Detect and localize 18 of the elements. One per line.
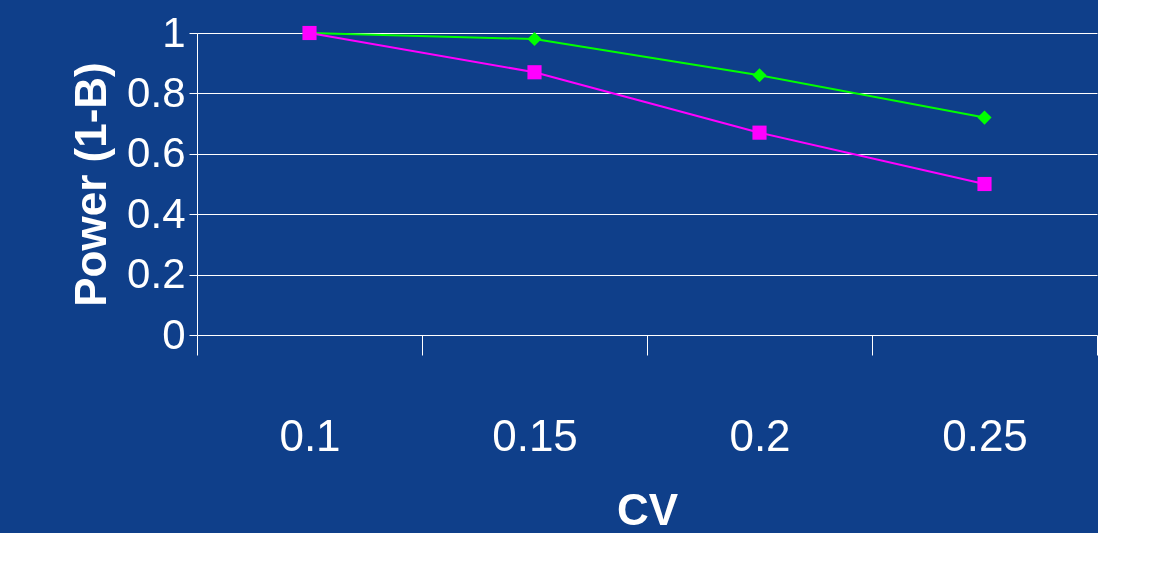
- y-tick-label: 0: [162, 310, 186, 358]
- point: [752, 125, 767, 140]
- y-tick-label: 0.6: [127, 129, 186, 177]
- point: [527, 31, 542, 47]
- x-tick-label: 0.1: [279, 410, 341, 460]
- y-tick-label: 0.8: [127, 68, 186, 116]
- y-tick-label: 0.4: [127, 189, 186, 237]
- x-tick-label: 0.15: [492, 410, 578, 460]
- point: [977, 110, 992, 125]
- y-tick-label: 1: [162, 8, 186, 56]
- y-axis-title: Power (1-B): [66, 62, 116, 307]
- y-tick-label: 0.2: [127, 250, 186, 298]
- point: [752, 68, 767, 83]
- x-tick-label: 0.2: [729, 410, 791, 460]
- x-tick-label: 0.25: [942, 410, 1028, 460]
- x-axis-title: CV: [616, 484, 679, 534]
- point: [977, 176, 992, 192]
- point: [527, 65, 542, 80]
